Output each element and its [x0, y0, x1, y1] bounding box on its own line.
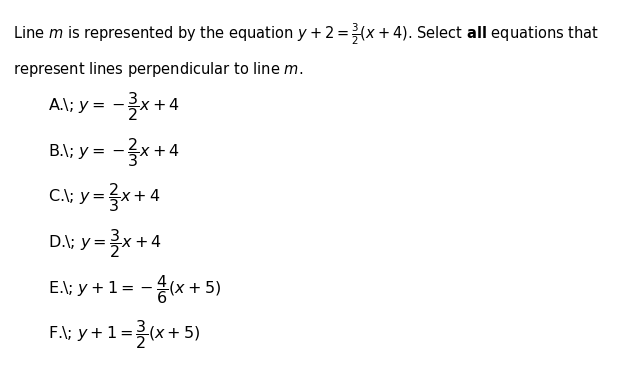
Text: A.\; $y = -\dfrac{3}{2}x + 4$: A.\; $y = -\dfrac{3}{2}x + 4$ [48, 90, 180, 123]
Text: F.\; $y + 1 = \dfrac{3}{2}(x + 5)$: F.\; $y + 1 = \dfrac{3}{2}(x + 5)$ [48, 318, 201, 351]
Text: D.\; $y = \dfrac{3}{2}x + 4$: D.\; $y = \dfrac{3}{2}x + 4$ [48, 227, 162, 260]
Text: B.\; $y = -\dfrac{2}{3}x + 4$: B.\; $y = -\dfrac{2}{3}x + 4$ [48, 135, 180, 169]
Text: Line $m$ is represented by the equation $y + 2 = \frac{3}{2}(x + 4)$. Select $\m: Line $m$ is represented by the equation … [13, 21, 599, 47]
Text: C.\; $y = \dfrac{2}{3}x + 4$: C.\; $y = \dfrac{2}{3}x + 4$ [48, 181, 160, 214]
Text: E.\; $y + 1 = -\dfrac{4}{6}(x + 5)$: E.\; $y + 1 = -\dfrac{4}{6}(x + 5)$ [48, 272, 221, 306]
Text: represent lines perpendicular to line $m$.: represent lines perpendicular to line $m… [13, 60, 303, 79]
